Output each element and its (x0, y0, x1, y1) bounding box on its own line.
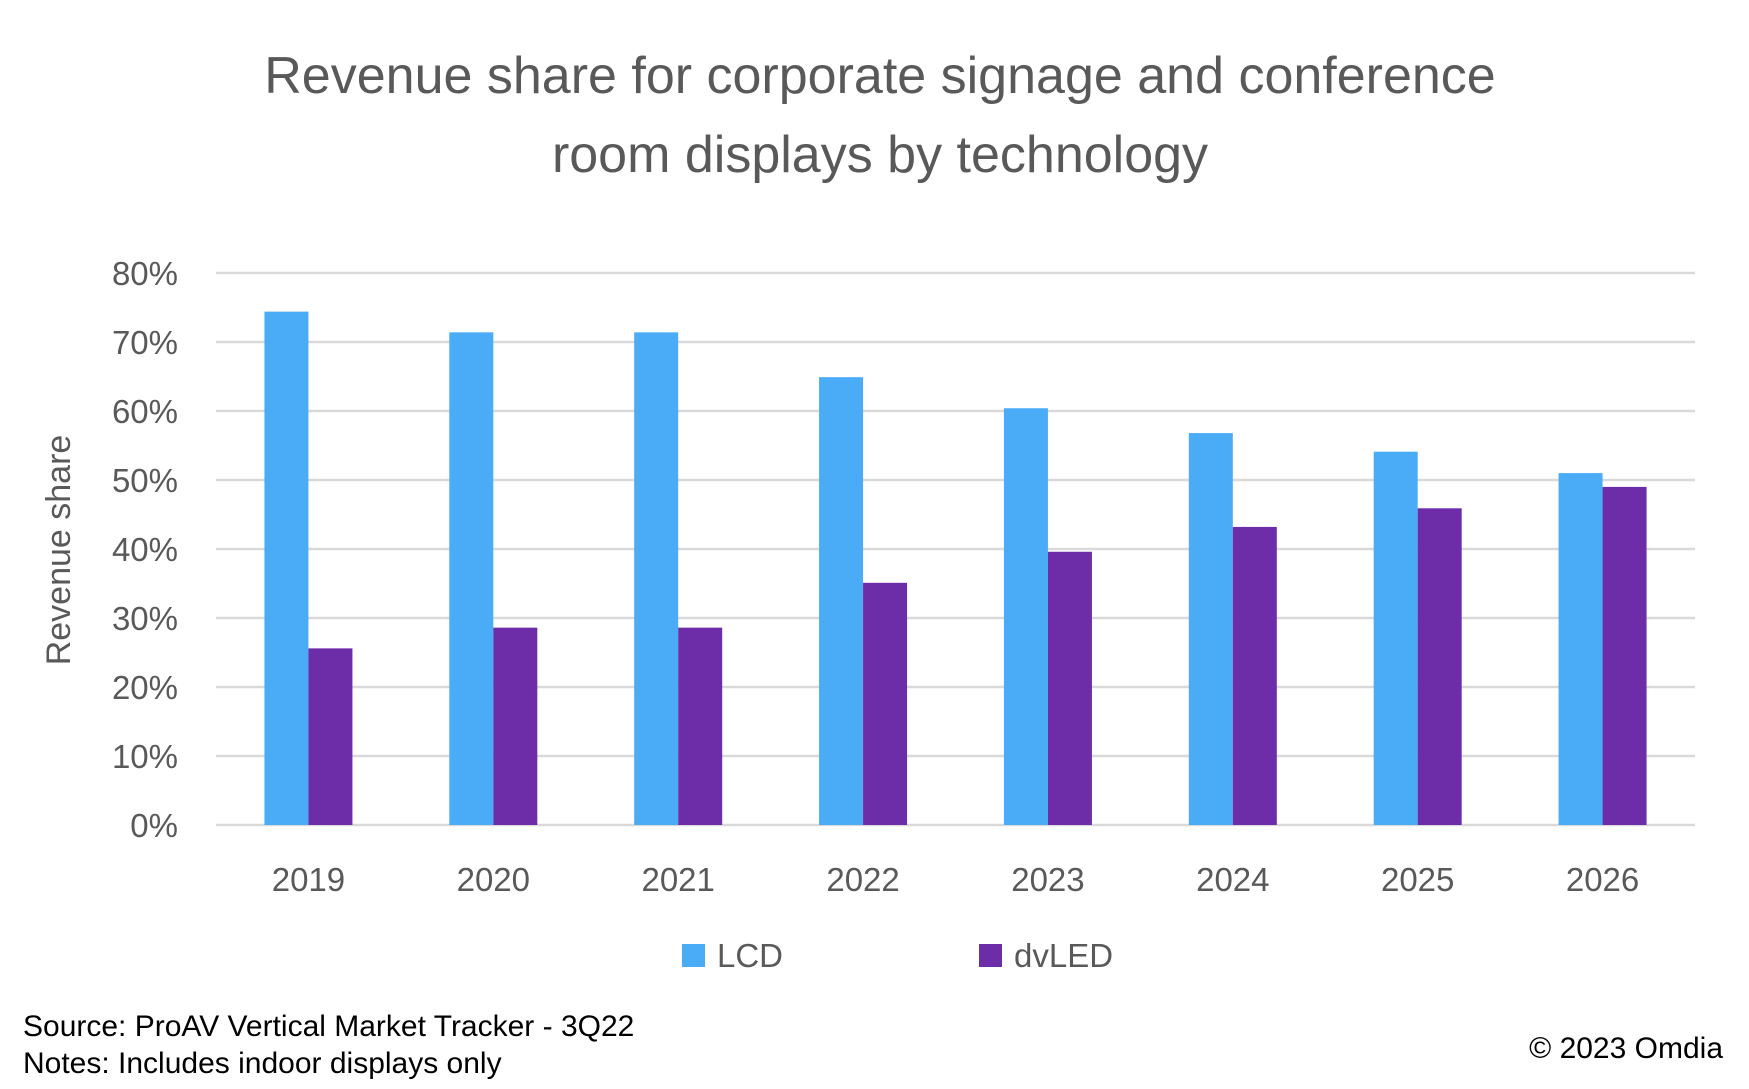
y-tick-label: 10% (112, 738, 178, 775)
legend-swatch-lcd (682, 944, 705, 967)
legend-label-lcd: LCD (717, 937, 783, 974)
gridlines (216, 271, 1695, 827)
x-tick-label: 2026 (1566, 861, 1639, 898)
y-tick-label: 80% (112, 255, 178, 292)
source-note: Source: ProAV Vertical Market Tracker - … (23, 1010, 634, 1043)
x-tick-label: 2021 (641, 861, 714, 898)
y-tick-label: 40% (112, 531, 178, 568)
bar-dvled-2019 (308, 648, 353, 825)
bar-lcd-2026 (1558, 473, 1603, 825)
y-tick-label: 60% (112, 393, 178, 430)
bars (264, 311, 1647, 825)
bar-lcd-2025 (1373, 451, 1418, 825)
legend: LCD dvLED (682, 937, 1113, 974)
y-tick-label: 20% (112, 669, 178, 706)
bar-lcd-2023 (1003, 408, 1048, 825)
bar-dvled-2024 (1232, 526, 1277, 825)
bar-lcd-2024 (1188, 433, 1233, 825)
y-tick-label: 50% (112, 462, 178, 499)
y-tick-labels: 0% 10% 20% 30% 40% 50% 60% 70% 80% (112, 255, 178, 844)
x-tick-labels: 2019 2020 2021 2022 2023 2024 2025 2026 (272, 861, 1640, 898)
x-tick-label: 2023 (1011, 861, 1084, 898)
legend-label-dvled: dvLED (1014, 937, 1113, 974)
bar-dvled-2025 (1417, 508, 1462, 825)
legend-swatch-dvled (979, 944, 1002, 967)
bar-lcd-2021 (634, 332, 679, 825)
x-tick-label: 2024 (1196, 861, 1269, 898)
footer: Source: ProAV Vertical Market Tracker - … (23, 1010, 1723, 1080)
chart-title: Revenue share for corporate signage and … (264, 47, 1495, 184)
bar-dvled-2026 (1602, 486, 1647, 825)
chart-title-line-1: Revenue share for corporate signage and … (264, 47, 1495, 105)
bar-dvled-2021 (678, 627, 723, 825)
bar-lcd-2022 (819, 377, 864, 825)
y-tick-label: 70% (112, 324, 178, 361)
x-tick-label: 2025 (1381, 861, 1454, 898)
y-axis-label: Revenue share (40, 435, 78, 666)
notes: Notes: Includes indoor displays only (23, 1047, 502, 1080)
chart-title-line-2: room displays by technology (552, 126, 1208, 184)
copyright: © 2023 Omdia (1529, 1032, 1723, 1065)
bar-lcd-2020 (449, 332, 494, 825)
bar-dvled-2022 (863, 582, 908, 825)
bar-dvled-2020 (493, 627, 538, 825)
x-tick-label: 2020 (457, 861, 530, 898)
x-tick-label: 2019 (272, 861, 345, 898)
bar-lcd-2019 (264, 311, 309, 825)
bar-dvled-2023 (1047, 551, 1092, 825)
y-tick-label: 0% (130, 807, 178, 844)
x-tick-label: 2022 (826, 861, 899, 898)
y-tick-label: 30% (112, 600, 178, 637)
